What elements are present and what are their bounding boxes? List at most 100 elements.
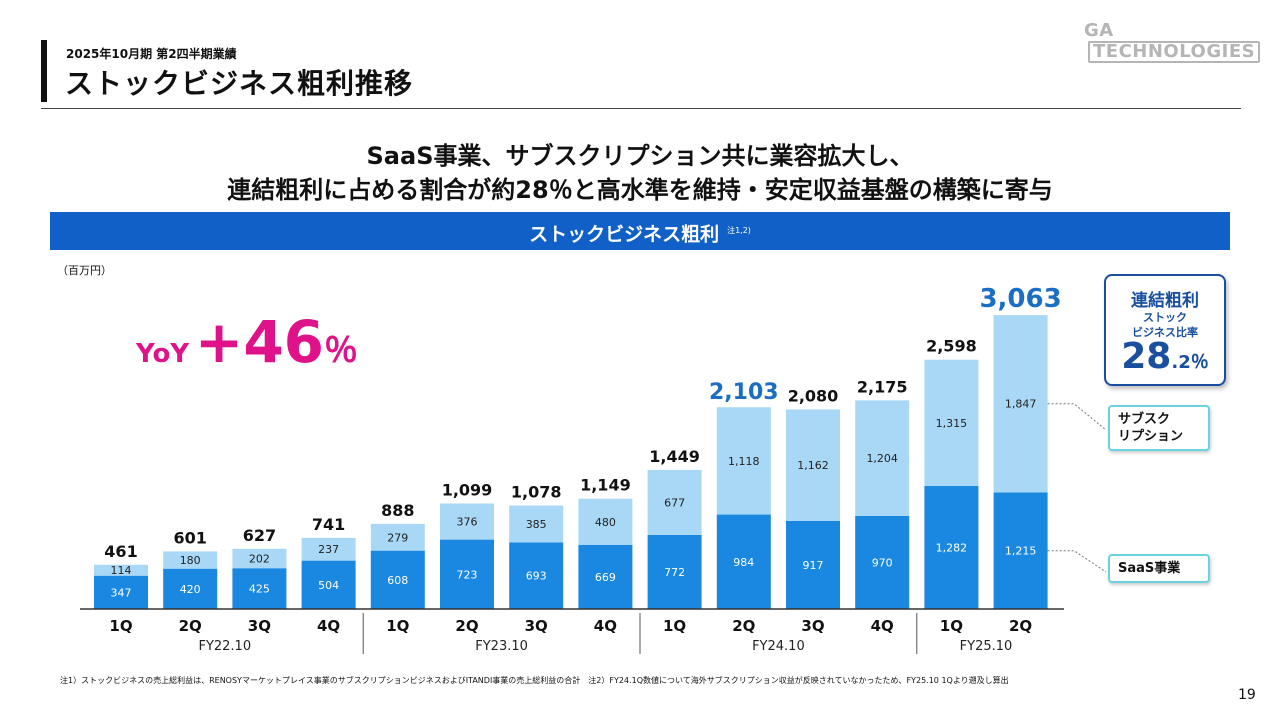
- callout-value: 28.2％: [1106, 336, 1224, 377]
- bar-subscription: [855, 400, 910, 516]
- x-tick-label: 2Q: [732, 617, 755, 635]
- legend-connectors: [1047, 403, 1107, 573]
- bar-saas: [509, 542, 564, 609]
- yoy-suffix: ％: [324, 331, 359, 371]
- bar-subscription: [716, 407, 771, 515]
- chart-title: ストックビジネス粗利: [529, 223, 720, 246]
- value-label-saas: 772: [664, 566, 685, 579]
- group-label: FY22.10: [198, 639, 251, 654]
- value-label-subscription: 1,315: [936, 417, 968, 430]
- value-label-saas: 420: [180, 583, 201, 596]
- bar-saas: [993, 492, 1048, 609]
- connector-subscription: [1047, 403, 1107, 431]
- headline-line-1: SaaS事業、サブスクリプション共に業容拡大し、: [366, 142, 914, 170]
- value-label-subscription: 1,204: [866, 452, 898, 465]
- bars-layer: [94, 315, 1048, 609]
- x-tick-label: 3Q: [525, 617, 548, 635]
- yoy-growth: YoY +46％: [136, 308, 358, 376]
- total-label: 1,099: [442, 481, 493, 500]
- bar-subscription: [440, 503, 494, 540]
- value-label-subscription: 385: [526, 518, 547, 531]
- bar-saas: [232, 568, 287, 609]
- bar-saas: [440, 539, 494, 609]
- ratio-callout: 連結粗利 ストック ビジネス比率 28.2％: [1104, 274, 1226, 386]
- axis-layer: [80, 608, 1064, 654]
- total-label: 888: [381, 501, 414, 520]
- value-label-subscription: 480: [595, 516, 616, 529]
- title-accent-bar: [41, 40, 47, 102]
- value-label-subscription: 677: [664, 496, 685, 509]
- value-label-subscription: 279: [387, 531, 408, 544]
- bar-subscription: [232, 548, 287, 569]
- value-label-subscription: 376: [457, 516, 478, 529]
- value-label-saas: 425: [249, 583, 270, 596]
- total-label: 1,149: [580, 476, 631, 495]
- value-label-saas: 917: [803, 559, 824, 572]
- total-label: 3,063: [979, 284, 1061, 314]
- value-label-saas: 693: [526, 570, 547, 583]
- value-label-saas: 669: [595, 571, 616, 584]
- bar-saas: [855, 515, 910, 609]
- group-label: FY25.10: [960, 639, 1013, 654]
- labels-layer: 347 114 461 1Q 420 180 601 2Q 425 202 627 3Q 504 237 7…: [104, 284, 1061, 654]
- connector-saas: [1047, 550, 1107, 573]
- callout-value-int: 28: [1121, 336, 1172, 377]
- value-label-saas: 1,215: [1005, 545, 1037, 558]
- total-label: 2,103: [709, 380, 779, 405]
- value-label-saas: 984: [733, 556, 754, 569]
- headline-line-2: 連結粗利に占める割合が約28％と高水準を維持・安定収益基盤の構築に寄与: [227, 176, 1053, 204]
- yoy-prefix: YoY: [136, 339, 190, 369]
- value-label-subscription: 237: [318, 543, 339, 556]
- value-label-saas: 347: [111, 586, 132, 599]
- legend-subscription: サブスク リプション: [1108, 405, 1210, 451]
- x-tick-label: 4Q: [594, 617, 617, 635]
- yoy-value: +46: [194, 308, 325, 376]
- value-label-saas: 723: [457, 568, 478, 581]
- bar-subscription: [924, 359, 979, 486]
- callout-line-2: ストック: [1143, 311, 1187, 324]
- page-number: 19: [1238, 687, 1256, 703]
- legend-subscription-label: サブスク リプション: [1118, 412, 1184, 444]
- value-label-saas: 504: [318, 579, 339, 592]
- bar-saas: [578, 544, 633, 609]
- value-label-subscription: 202: [249, 553, 270, 566]
- bar-saas: [647, 534, 702, 609]
- bar-saas: [301, 560, 356, 609]
- value-label-saas: 1,282: [936, 541, 968, 554]
- total-label: 1,449: [649, 447, 700, 466]
- total-label: 461: [104, 542, 137, 561]
- x-tick-label: 2Q: [1009, 617, 1032, 635]
- bar-subscription: [786, 409, 840, 521]
- bar-saas: [94, 575, 148, 609]
- total-label: 2,080: [788, 386, 839, 405]
- bar-subscription: [578, 498, 633, 545]
- x-tick-label: 4Q: [871, 617, 894, 635]
- total-label: 2,175: [857, 377, 908, 396]
- bar-subscription: [301, 537, 356, 561]
- group-label: FY23.10: [475, 639, 528, 654]
- value-label-subscription: 1,118: [728, 455, 760, 468]
- total-label: 2,598: [926, 337, 977, 356]
- x-tick-label: 1Q: [663, 617, 686, 635]
- bar-saas: [163, 568, 218, 609]
- bar-saas: [786, 520, 840, 609]
- value-label-subscription: 1,162: [797, 459, 829, 472]
- total-label: 741: [312, 515, 345, 534]
- x-tick-label: 1Q: [940, 617, 963, 635]
- bar-saas: [716, 514, 771, 609]
- header-divider: [41, 108, 1241, 109]
- x-tick-label: 1Q: [109, 617, 132, 635]
- bar-subscription: [370, 523, 425, 551]
- value-label-subscription: 180: [180, 554, 201, 567]
- value-label-subscription: 1,847: [1005, 398, 1037, 411]
- legend-saas-label: SaaS事業: [1118, 561, 1181, 576]
- bar-subscription: [647, 469, 702, 535]
- footnote: 注1）ストックビジネスの売上総利益は、RENOSYマーケットプレイス事業のサブス…: [60, 676, 1009, 685]
- x-tick-label: 2Q: [179, 617, 202, 635]
- bar-saas: [370, 550, 425, 609]
- period-label: 2025年10月期 第2四半期業績: [66, 47, 237, 61]
- bar-subscription: [94, 564, 148, 576]
- x-tick-label: 3Q: [801, 617, 824, 635]
- chart-title-note: 注1,2): [727, 226, 751, 235]
